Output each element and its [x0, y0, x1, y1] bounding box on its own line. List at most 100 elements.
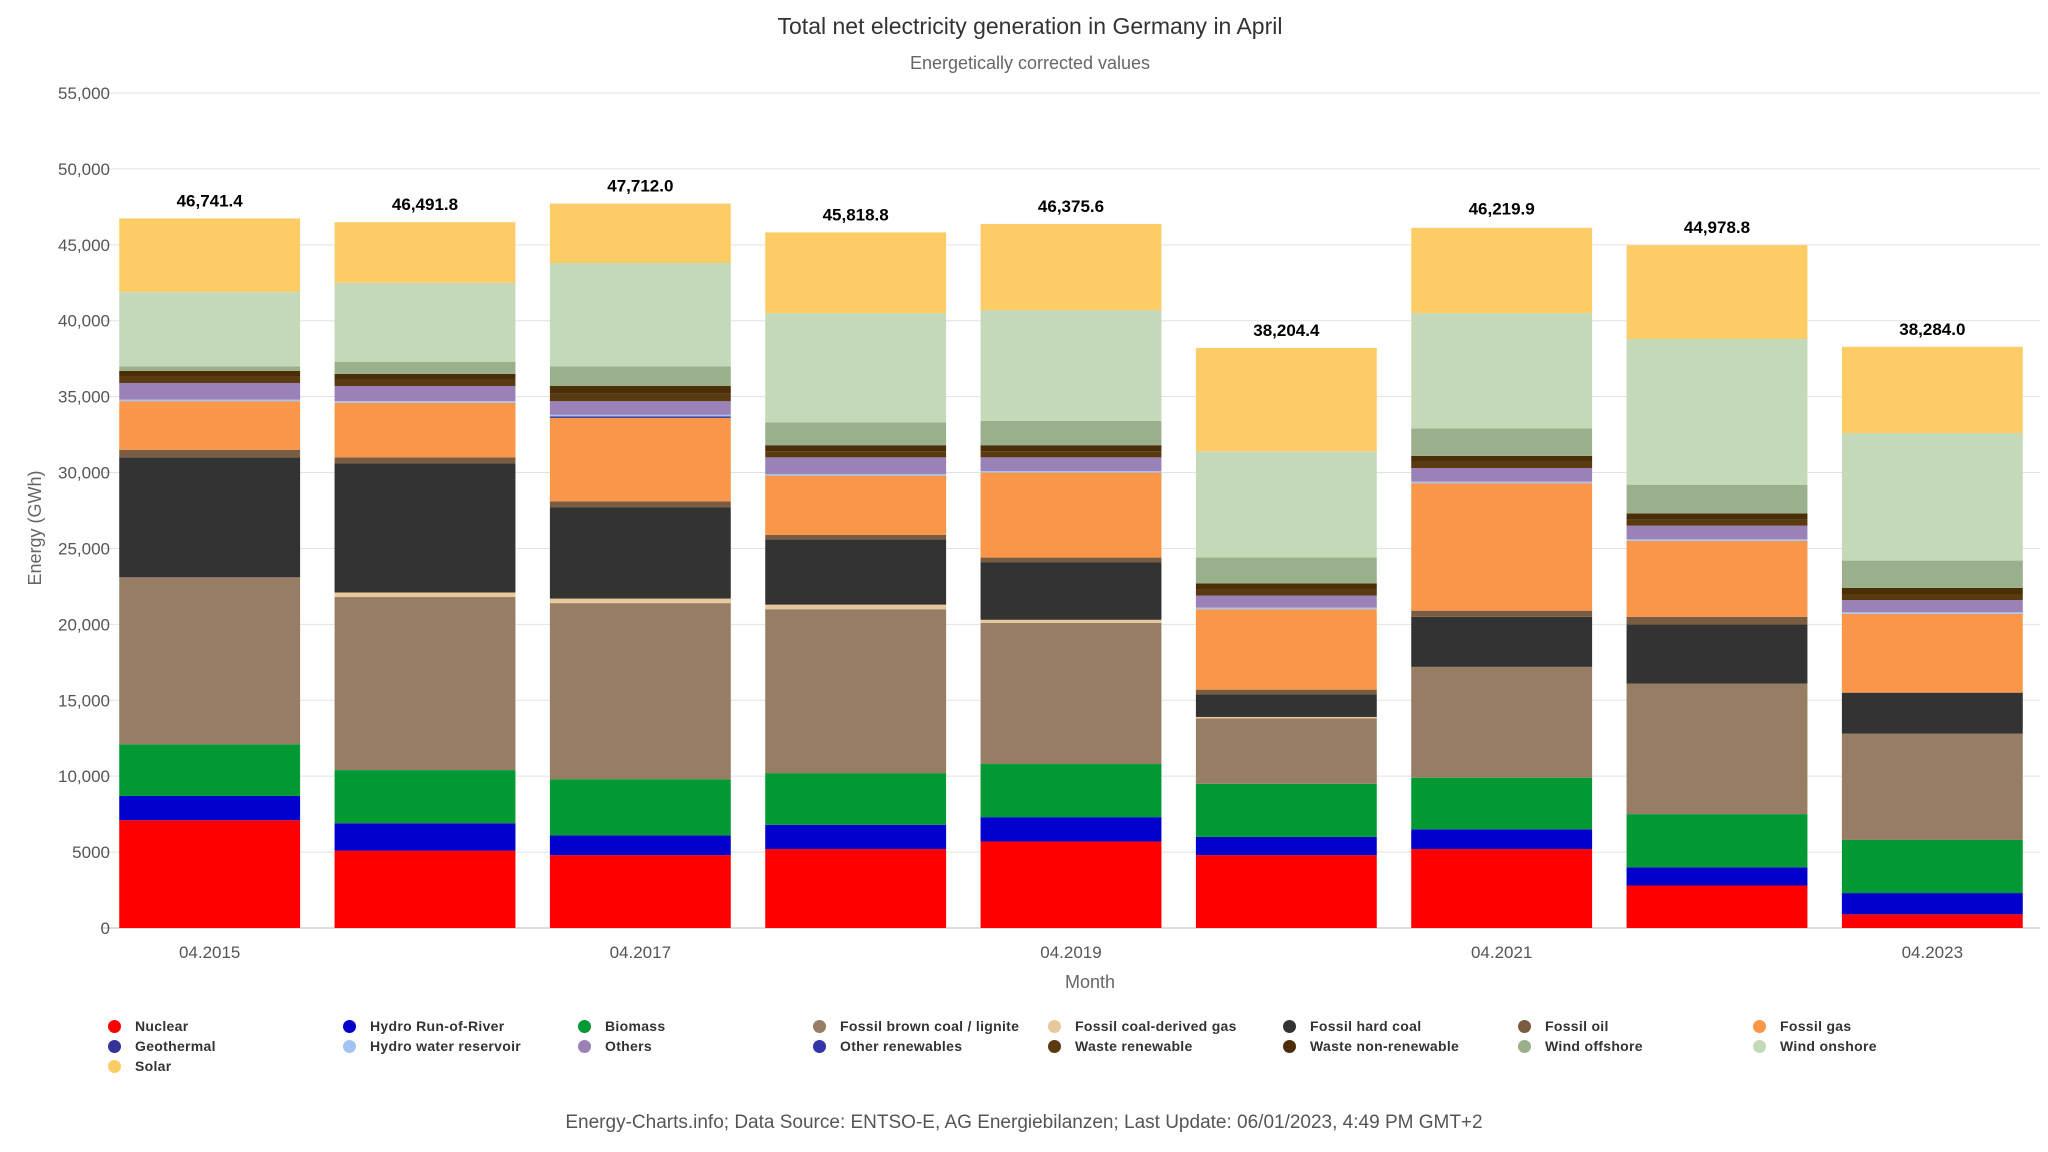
legend-label: Fossil brown coal / lignite: [840, 1018, 1020, 1034]
legend-item[interactable]: Others: [578, 1038, 813, 1054]
bar-segment-fossil-oil: [980, 557, 1162, 563]
bar-segment-solar: [549, 203, 731, 264]
x-tick-label: 04.2023: [1902, 943, 1963, 962]
legend-label: Wind offshore: [1545, 1038, 1643, 1054]
bar-segment-fossil-oil: [1411, 610, 1593, 617]
legend-item[interactable]: Biomass: [578, 1018, 813, 1034]
legend-label: Hydro water reservoir: [370, 1038, 522, 1054]
bar-segment-waste-renewable: [1841, 594, 2023, 601]
total-label: 38,284.0: [1899, 320, 1965, 339]
bar-segment-others: [1195, 595, 1377, 608]
bar-segment-fossil-gas: [765, 475, 947, 535]
bar-segment-wind-offshore: [119, 366, 301, 371]
bar-segment-nuclear: [1195, 855, 1377, 928]
total-labels: 46,741.4 46,491.8 47,712.0 45,818.8 46,375.6…: [177, 177, 1966, 340]
footer-source: Energy-Charts.info; Data Source: ENTSO-E…: [565, 1112, 1483, 1133]
legend-item[interactable]: Wind onshore: [1753, 1038, 1988, 1054]
bar-segment-hydro-water-reservoir: [119, 399, 301, 402]
bar-segment-solar: [119, 218, 301, 292]
bar-segment-fossil-brown-coal-lignite: [765, 609, 947, 774]
bar-segment-solar: [1411, 227, 1593, 314]
legend-swatch: [108, 1019, 121, 1033]
bar-segment-hydro-run-of-river: [334, 823, 516, 851]
bar-segment-biomass: [549, 779, 731, 836]
bar-segment-hydro-run-of-river: [980, 817, 1162, 842]
x-axis-ticks: 04.2015 04.2017 04.2019 04.2021 04.2023: [179, 943, 1963, 962]
bar-segment-fossil-gas: [334, 402, 516, 458]
bar-segment-others: [765, 457, 947, 475]
bar-segment-nuclear: [1626, 885, 1808, 928]
bar-segment-others: [334, 386, 516, 402]
y-tick-label: 35,000: [58, 388, 110, 407]
legend-item[interactable]: Fossil oil: [1518, 1018, 1753, 1034]
legend-item[interactable]: Fossil hard coal: [1283, 1018, 1518, 1034]
x-tick-label: 04.2021: [1471, 943, 1532, 962]
bar-segment-wind-offshore: [765, 422, 947, 446]
bar-segment-solar: [1195, 347, 1377, 452]
bar-segment-fossil-oil: [1195, 689, 1377, 695]
bar-segment-nuclear: [1841, 914, 2023, 928]
legend-label: Others: [605, 1038, 652, 1054]
bar-segment-fossil-coal-derived-gas: [1195, 716, 1377, 719]
legend-item[interactable]: Other renewables: [813, 1038, 1048, 1054]
bar-segment-wind-offshore: [980, 420, 1162, 446]
x-axis-title: Month: [1065, 972, 1115, 992]
bar-segment-wind-offshore: [1411, 428, 1593, 456]
bar-segment-waste-renewable: [549, 393, 731, 402]
legend-swatch: [1048, 1039, 1061, 1053]
bar-stack-04.2019: [980, 223, 1162, 928]
legend-item[interactable]: Hydro Run-of-River: [343, 1018, 578, 1034]
bar-segment-wind-offshore: [1626, 484, 1808, 514]
bar-segment-biomass: [1195, 783, 1377, 837]
legend-swatch: [578, 1039, 591, 1053]
legend-item[interactable]: Solar: [108, 1058, 343, 1074]
bar-segment-hydro-water-reservoir: [1195, 607, 1377, 610]
bar-segment-fossil-brown-coal-lignite: [334, 597, 516, 771]
legend-item[interactable]: Wind offshore: [1518, 1038, 1753, 1054]
bar-segment-waste-non-renewable: [1411, 455, 1593, 462]
legend-item[interactable]: Fossil coal-derived gas: [1048, 1018, 1283, 1034]
legend-label: Fossil gas: [1780, 1018, 1852, 1034]
bar-segment-solar: [334, 222, 516, 283]
legend-item[interactable]: Waste non-renewable: [1283, 1038, 1518, 1054]
legend-item[interactable]: Geothermal: [108, 1038, 343, 1054]
bar-segment-fossil-oil: [1626, 616, 1808, 625]
legend-item[interactable]: Nuclear: [108, 1018, 343, 1034]
legend-swatch: [1283, 1019, 1296, 1033]
bar-segment-others: [1411, 467, 1593, 482]
bar-segment-nuclear: [549, 855, 731, 928]
bar-stacks: [119, 203, 2023, 928]
bar-segment-fossil-brown-coal-lignite: [1411, 666, 1593, 778]
bar-segment-wind-onshore: [1195, 451, 1377, 558]
bar-segment-nuclear: [765, 849, 947, 928]
bar-segment-fossil-brown-coal-lignite: [549, 603, 731, 780]
bar-segment-wind-onshore: [765, 313, 947, 423]
legend-item[interactable]: Fossil brown coal / lignite: [813, 1018, 1048, 1034]
bar-segment-fossil-coal-derived-gas: [549, 598, 731, 604]
legend-swatch: [1518, 1019, 1531, 1033]
legend-item[interactable]: Hydro water reservoir: [343, 1038, 578, 1054]
bar-stack-04.2016: [334, 222, 516, 928]
bar-segment-others: [1626, 525, 1808, 540]
legend-swatch: [343, 1039, 356, 1053]
bar-segment-hydro-run-of-river: [119, 795, 301, 821]
bar-segment-hydro-run-of-river: [1841, 893, 2023, 915]
bar-segment-wind-onshore: [980, 310, 1162, 421]
total-label: 46,375.6: [1038, 197, 1104, 216]
bar-segment-waste-renewable: [765, 451, 947, 458]
bar-segment-fossil-oil: [119, 449, 301, 458]
bar-segment-fossil-brown-coal-lignite: [980, 622, 1162, 765]
bar-segment-fossil-oil: [334, 457, 516, 464]
y-tick-label: 30,000: [58, 464, 110, 483]
bar-segment-nuclear: [980, 841, 1162, 928]
bar-stack-04.2017: [549, 203, 731, 928]
y-tick-label: 15,000: [58, 691, 110, 710]
x-tick-label: 04.2017: [610, 943, 671, 962]
legend: Nuclear Hydro Run-of-River Biomass Fossil b…: [108, 1018, 2008, 1074]
legend-swatch: [1518, 1039, 1531, 1053]
legend-item[interactable]: Waste renewable: [1048, 1038, 1283, 1054]
legend-item[interactable]: Fossil gas: [1753, 1018, 1988, 1034]
bar-segment-fossil-gas: [1626, 540, 1808, 617]
bar-segment-fossil-coal-derived-gas: [765, 604, 947, 610]
bar-segment-others: [549, 401, 731, 415]
